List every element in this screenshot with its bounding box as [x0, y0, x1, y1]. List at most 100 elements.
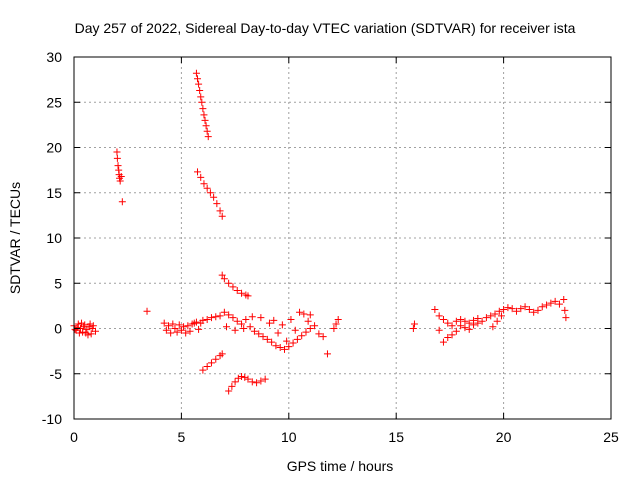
data-point: [521, 303, 529, 311]
data-point: [452, 317, 460, 325]
data-point: [278, 321, 286, 329]
data-point: [330, 325, 338, 332]
data-point: [530, 308, 538, 316]
data-point: [534, 306, 542, 314]
y-tick-label: 10: [46, 230, 62, 246]
data-point: [204, 133, 212, 141]
data-point: [253, 379, 261, 387]
data-point: [74, 320, 82, 328]
data-point: [287, 315, 295, 323]
data-point: [196, 86, 204, 94]
data-point: [212, 313, 220, 321]
data-point: [223, 323, 231, 331]
data-point: [192, 69, 200, 77]
data-point: [304, 317, 312, 325]
data-point: [495, 307, 503, 315]
axis-ticks: 0 5 10 15 20 25 -10 -5 0 5 10 15 20 25 30: [42, 49, 619, 445]
data-point: [220, 275, 228, 283]
data-point: [244, 292, 252, 300]
data-point: [457, 315, 465, 323]
data-point: [283, 337, 291, 345]
data-point: [261, 375, 269, 383]
x-tick-label: 20: [496, 429, 512, 445]
x-tick-label: 15: [388, 429, 404, 445]
data-point: [246, 323, 254, 331]
data-point: [114, 162, 122, 170]
data-point: [238, 289, 246, 297]
data-point: [113, 148, 121, 156]
data-point: [244, 375, 252, 383]
data-point: [491, 310, 499, 318]
data-point: [175, 321, 183, 329]
data-point: [465, 319, 473, 327]
data-point: [452, 327, 460, 335]
data-point: [276, 344, 284, 352]
data-point: [489, 323, 497, 331]
y-tick-label: 0: [54, 321, 62, 337]
y-tick-label: 30: [46, 49, 62, 65]
data-point: [186, 327, 194, 335]
data-point: [238, 320, 246, 328]
data-point: [75, 329, 83, 337]
data-points: [70, 69, 570, 395]
data-point: [177, 326, 185, 334]
data-point: [171, 325, 179, 332]
data-point: [457, 322, 465, 330]
data-point: [311, 322, 319, 330]
data-point: [409, 325, 417, 332]
data-point: [562, 314, 570, 322]
data-point: [216, 207, 224, 215]
data-point: [197, 93, 205, 101]
data-point: [470, 321, 478, 329]
data-point: [195, 80, 203, 88]
data-point: [281, 345, 289, 353]
chart-title: Day 257 of 2022, Sidereal Day-to-day VTE…: [75, 20, 576, 36]
data-point: [238, 372, 246, 380]
data-point: [538, 303, 546, 311]
data-point: [203, 315, 211, 323]
data-point: [296, 308, 304, 316]
data-point: [88, 325, 96, 332]
data-point: [194, 75, 202, 83]
data-point: [207, 359, 215, 367]
data-point: [291, 326, 299, 334]
data-point: [255, 330, 263, 338]
data-point: [543, 301, 551, 309]
data-point: [482, 314, 490, 322]
data-point: [167, 329, 175, 337]
data-point: [143, 307, 151, 315]
data-point: [508, 305, 516, 313]
data-point: [213, 200, 221, 208]
data-point: [560, 296, 568, 304]
data-point: [306, 325, 314, 332]
data-point: [435, 326, 443, 334]
data-point: [504, 304, 512, 312]
data-point: [448, 322, 456, 330]
data-point: [263, 335, 271, 343]
data-point: [298, 332, 306, 340]
data-point: [162, 326, 170, 334]
data-point: [201, 116, 209, 124]
data-point: [555, 300, 563, 308]
data-point: [334, 315, 342, 323]
data-point: [431, 305, 439, 313]
data-point: [81, 321, 89, 329]
data-point: [218, 350, 226, 358]
x-tick-label: 5: [178, 429, 186, 445]
data-point: [231, 326, 239, 334]
data-point: [474, 319, 482, 327]
data-point: [444, 319, 452, 327]
data-point: [220, 308, 228, 316]
data-point: [199, 105, 207, 113]
y-tick-label: 20: [46, 140, 62, 156]
data-point: [116, 177, 124, 185]
data-point: [160, 319, 168, 327]
y-tick-label: -5: [50, 366, 63, 382]
data-point: [118, 198, 126, 206]
x-tick-label: 10: [281, 429, 297, 445]
data-point: [319, 333, 327, 341]
data-point: [241, 373, 249, 381]
data-point: [300, 310, 308, 318]
data-point: [242, 315, 250, 323]
